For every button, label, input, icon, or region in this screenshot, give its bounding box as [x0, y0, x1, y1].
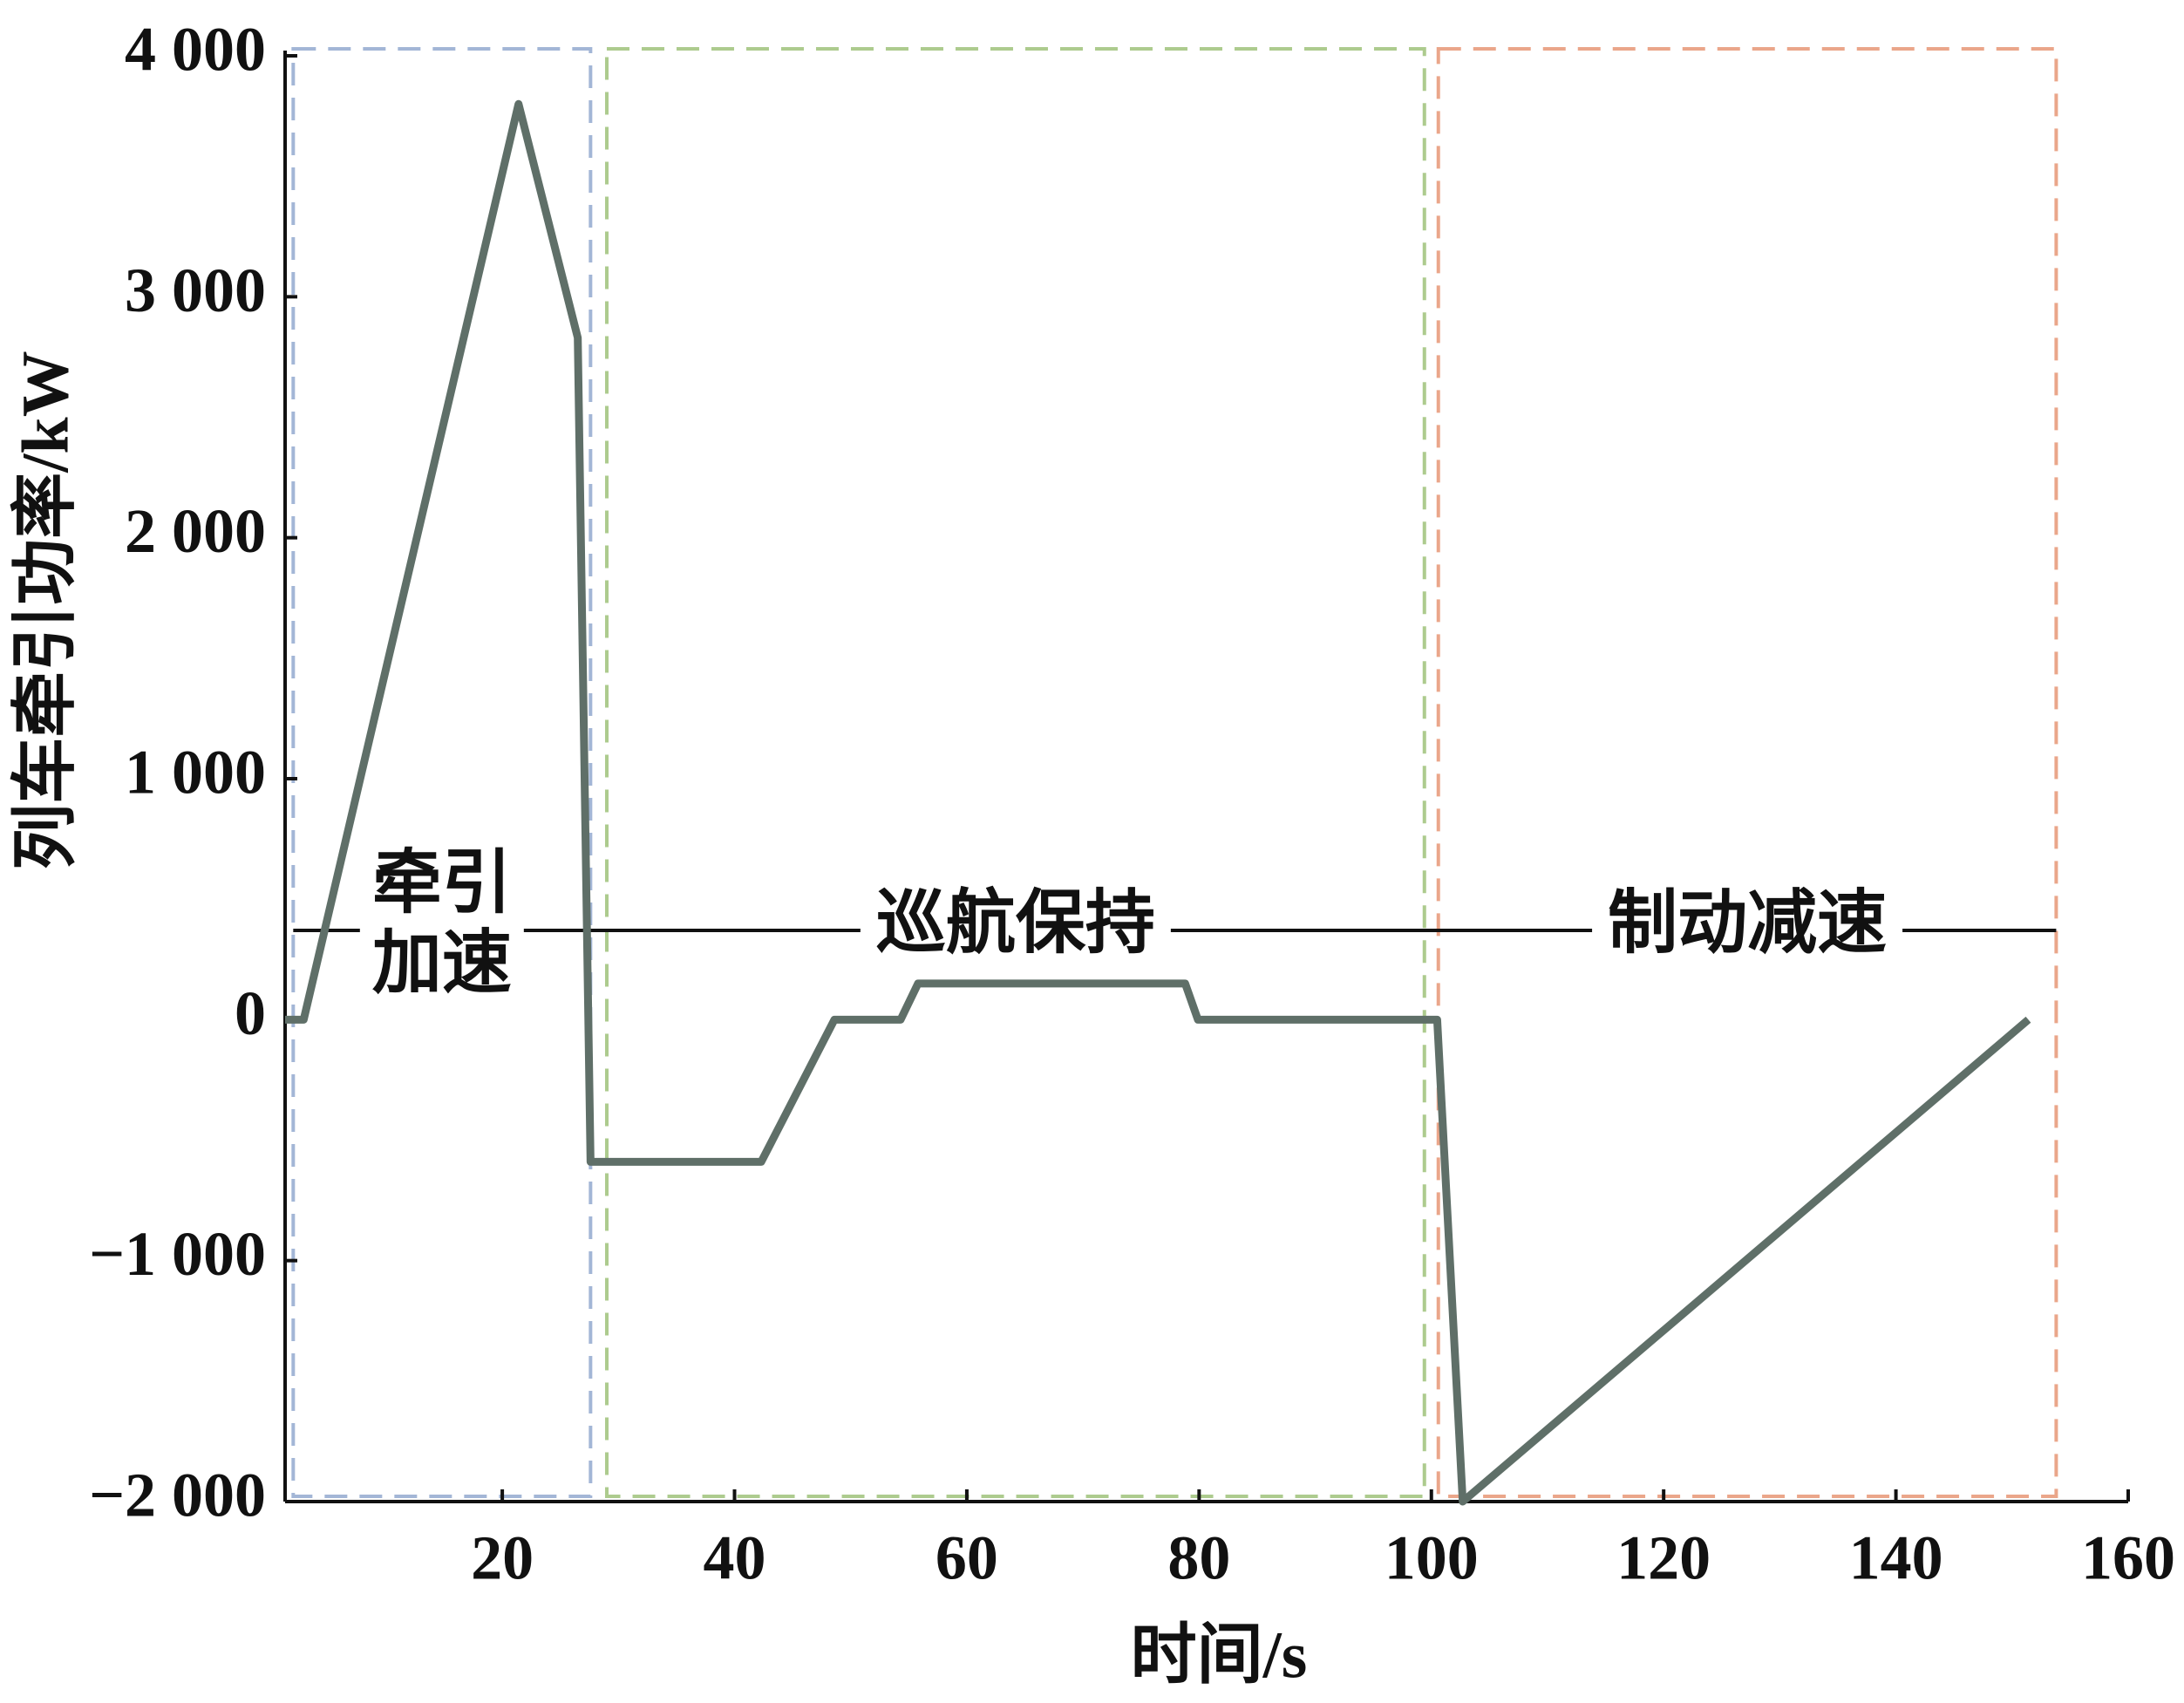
x-tick-label: 80 [1167, 1523, 1230, 1593]
phase-box [291, 47, 593, 1498]
phase-label: 加速 [372, 925, 512, 1002]
x-tick-label: 20 [471, 1523, 534, 1593]
x-tick-label: 40 [704, 1523, 766, 1593]
phase-label-bg [359, 850, 524, 1011]
phase-box [604, 47, 1426, 1498]
phase-label: 巡航保持 [876, 885, 1155, 962]
y-tick-label: 2 000 [125, 496, 266, 566]
phase-label: 制动减速 [1608, 885, 1887, 962]
x-tick-label: 60 [936, 1523, 998, 1593]
y-axis-label: 列车牵引功率/kW [9, 351, 82, 869]
phase-label-bg [1592, 890, 1903, 971]
phase-label: 牵引 [372, 845, 512, 922]
phase-label-bg [860, 890, 1171, 971]
y-tick-label: 1 000 [125, 738, 266, 807]
x-tick-label: 100 [1385, 1523, 1479, 1593]
series-line [285, 99, 2031, 1506]
y-tick-label: −2 000 [89, 1461, 266, 1530]
y-tick-label: 4 000 [125, 15, 266, 85]
x-tick-label: 160 [2081, 1523, 2175, 1593]
x-axis-label: 时间/s [1131, 1618, 1308, 1692]
phase-box [1436, 47, 2058, 1498]
x-tick-label: 120 [1616, 1523, 1711, 1593]
x-tick-label: 140 [1849, 1523, 1943, 1593]
y-tick-label: 0 [235, 978, 266, 1048]
y-tick-label: 3 000 [125, 255, 266, 325]
y-tick-label: −1 000 [89, 1219, 266, 1289]
